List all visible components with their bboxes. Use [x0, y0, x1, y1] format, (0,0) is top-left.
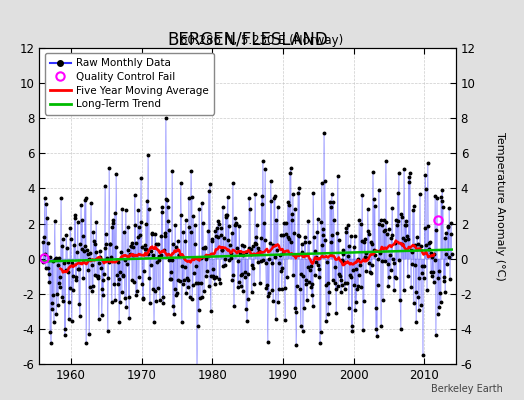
- Text: Berkeley Earth: Berkeley Earth: [431, 384, 503, 394]
- Text: 60.286 N, 5.230 E (Norway): 60.286 N, 5.230 E (Norway): [180, 34, 344, 47]
- Y-axis label: Temperature Anomaly (°C): Temperature Anomaly (°C): [495, 132, 505, 280]
- Title: BERGEN/FLESLAND: BERGEN/FLESLAND: [167, 30, 328, 48]
- Legend: Raw Monthly Data, Quality Control Fail, Five Year Moving Average, Long-Term Tren: Raw Monthly Data, Quality Control Fail, …: [45, 53, 214, 114]
